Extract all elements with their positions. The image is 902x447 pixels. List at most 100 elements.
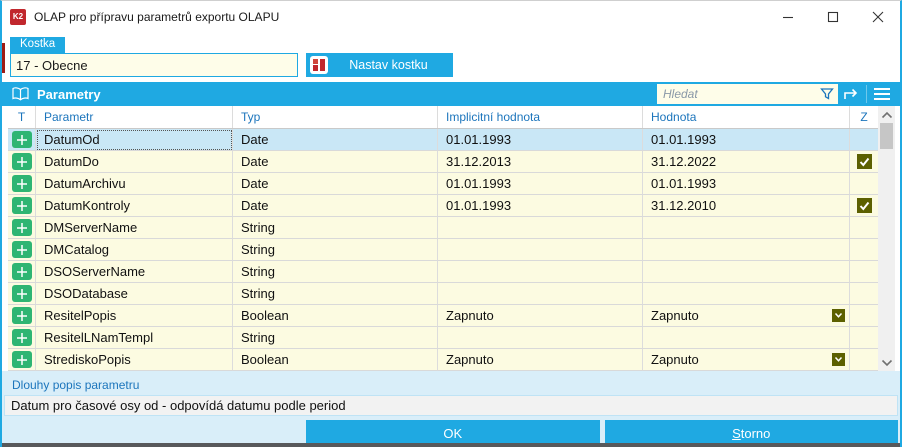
nastav-kostku-button[interactable]: Nastav kostku	[306, 53, 453, 77]
cell-typ[interactable]: Date	[233, 129, 438, 151]
cell-z[interactable]	[850, 349, 878, 371]
cell-z[interactable]	[850, 173, 878, 195]
cell-implicitni-hodnota[interactable]: 01.01.1993	[438, 129, 643, 151]
close-button[interactable]	[855, 1, 900, 32]
table-row[interactable]: DMServerName String	[8, 217, 878, 239]
cell-hodnota[interactable]	[643, 327, 850, 349]
menu-button[interactable]	[869, 82, 895, 106]
cell-hodnota[interactable]: Zapnuto	[643, 349, 850, 371]
scrollbar-thumb[interactable]	[880, 123, 893, 149]
cell-t[interactable]	[8, 129, 36, 151]
cell-z[interactable]	[850, 151, 878, 173]
add-plus-icon[interactable]	[11, 219, 32, 236]
cell-parametr[interactable]: DSODatabase	[36, 283, 233, 305]
search-input[interactable]	[657, 84, 838, 104]
add-plus-icon[interactable]	[11, 307, 32, 324]
scroll-up-button[interactable]	[878, 106, 895, 123]
cell-z[interactable]	[850, 217, 878, 239]
cell-z[interactable]	[850, 239, 878, 261]
cell-t[interactable]	[8, 151, 36, 173]
table-row[interactable]: DatumKontroly Date 01.01.1993 31.12.2010	[8, 195, 878, 217]
add-plus-icon[interactable]	[11, 131, 32, 148]
cell-parametr[interactable]: DatumKontroly	[36, 195, 233, 217]
table-row[interactable]: ResitelLNamTempl String	[8, 327, 878, 349]
long-description-field[interactable]: Datum pro časové osy od - odpovídá datum…	[4, 395, 898, 416]
column-header-t[interactable]: T	[8, 106, 36, 128]
table-row[interactable]: DSOServerName String	[8, 261, 878, 283]
cell-typ[interactable]: Boolean	[233, 305, 438, 327]
cell-t[interactable]	[8, 283, 36, 305]
cell-typ[interactable]: String	[233, 217, 438, 239]
checkbox-checked-icon[interactable]	[856, 198, 872, 213]
cell-t[interactable]	[8, 239, 36, 261]
cell-t[interactable]	[8, 349, 36, 371]
cell-parametr[interactable]: DSOServerName	[36, 261, 233, 283]
cell-implicitni-hodnota[interactable]	[438, 239, 643, 261]
kostka-input[interactable]	[10, 53, 298, 77]
cell-typ[interactable]: String	[233, 261, 438, 283]
vertical-scrollbar[interactable]	[878, 106, 895, 371]
cell-hodnota[interactable]: 01.01.1993	[643, 173, 850, 195]
cell-hodnota[interactable]: 01.01.1993	[643, 129, 850, 151]
cell-typ[interactable]: Date	[233, 151, 438, 173]
filter-funnel-icon[interactable]	[819, 86, 835, 102]
cell-typ[interactable]: Date	[233, 195, 438, 217]
cell-parametr[interactable]: StrediskoPopis	[36, 349, 233, 371]
add-plus-icon[interactable]	[11, 153, 32, 170]
cell-implicitni-hodnota[interactable]	[438, 217, 643, 239]
column-header-typ[interactable]: Typ	[233, 106, 438, 128]
table-row[interactable]: DatumOd Date 01.01.1993 01.01.1993	[8, 129, 878, 151]
maximize-button[interactable]	[810, 1, 855, 32]
add-plus-icon[interactable]	[11, 197, 32, 214]
cell-typ[interactable]: Boolean	[233, 349, 438, 371]
cell-implicitni-hodnota[interactable]: 01.01.1993	[438, 173, 643, 195]
cell-parametr[interactable]: DatumArchivu	[36, 173, 233, 195]
storno-button[interactable]: Storno	[604, 420, 898, 446]
add-plus-icon[interactable]	[11, 351, 32, 368]
cell-implicitni-hodnota[interactable]	[438, 327, 643, 349]
table-row[interactable]: DSODatabase String	[8, 283, 878, 305]
cell-typ[interactable]: String	[233, 239, 438, 261]
cell-implicitni-hodnota[interactable]	[438, 283, 643, 305]
checkbox-checked-icon[interactable]	[856, 154, 872, 169]
cell-z[interactable]	[850, 327, 878, 349]
table-row[interactable]: StrediskoPopis Boolean Zapnuto Zapnuto	[8, 349, 878, 371]
column-header-z[interactable]: Z	[860, 110, 868, 124]
export-arrow-button[interactable]	[838, 82, 864, 106]
add-plus-icon[interactable]	[11, 263, 32, 280]
table-row[interactable]: DatumDo Date 31.12.2013 31.12.2022	[8, 151, 878, 173]
cell-implicitni-hodnota[interactable]	[438, 261, 643, 283]
ok-button[interactable]: OK	[306, 420, 600, 446]
cell-z[interactable]	[850, 283, 878, 305]
add-plus-icon[interactable]	[11, 175, 32, 192]
title-bar[interactable]: K2 OLAP pro přípravu parametrů exportu O…	[2, 1, 900, 32]
dropdown-icon[interactable]	[832, 309, 845, 322]
cell-typ[interactable]: String	[233, 327, 438, 349]
table-row[interactable]: ResitelPopis Boolean Zapnuto Zapnuto	[8, 305, 878, 327]
column-header-parametr[interactable]: Parametr	[36, 106, 233, 128]
cell-z[interactable]	[850, 129, 878, 151]
cell-hodnota[interactable]: 31.12.2010	[643, 195, 850, 217]
column-header-hodnota[interactable]: Hodnota	[643, 106, 850, 128]
cell-t[interactable]	[8, 217, 36, 239]
cell-t[interactable]	[8, 305, 36, 327]
cell-parametr[interactable]: ResitelLNamTempl	[36, 327, 233, 349]
cell-parametr[interactable]: DMCatalog	[36, 239, 233, 261]
minimize-button[interactable]	[765, 1, 810, 32]
cell-t[interactable]	[8, 195, 36, 217]
cell-implicitni-hodnota[interactable]: 31.12.2013	[438, 151, 643, 173]
cell-parametr[interactable]: DatumOd	[36, 129, 233, 151]
cell-hodnota[interactable]	[643, 217, 850, 239]
table-row[interactable]: DMCatalog String	[8, 239, 878, 261]
add-plus-icon[interactable]	[11, 329, 32, 346]
add-plus-icon[interactable]	[11, 285, 32, 302]
cell-parametr[interactable]: DatumDo	[36, 151, 233, 173]
cell-t[interactable]	[8, 173, 36, 195]
add-plus-icon[interactable]	[11, 241, 32, 258]
cell-parametr[interactable]: ResitelPopis	[36, 305, 233, 327]
cell-typ[interactable]: String	[233, 283, 438, 305]
cell-hodnota[interactable]: 31.12.2022	[643, 151, 850, 173]
cell-hodnota[interactable]	[643, 283, 850, 305]
cell-implicitni-hodnota[interactable]: 01.01.1993	[438, 195, 643, 217]
cell-hodnota[interactable]: Zapnuto	[643, 305, 850, 327]
